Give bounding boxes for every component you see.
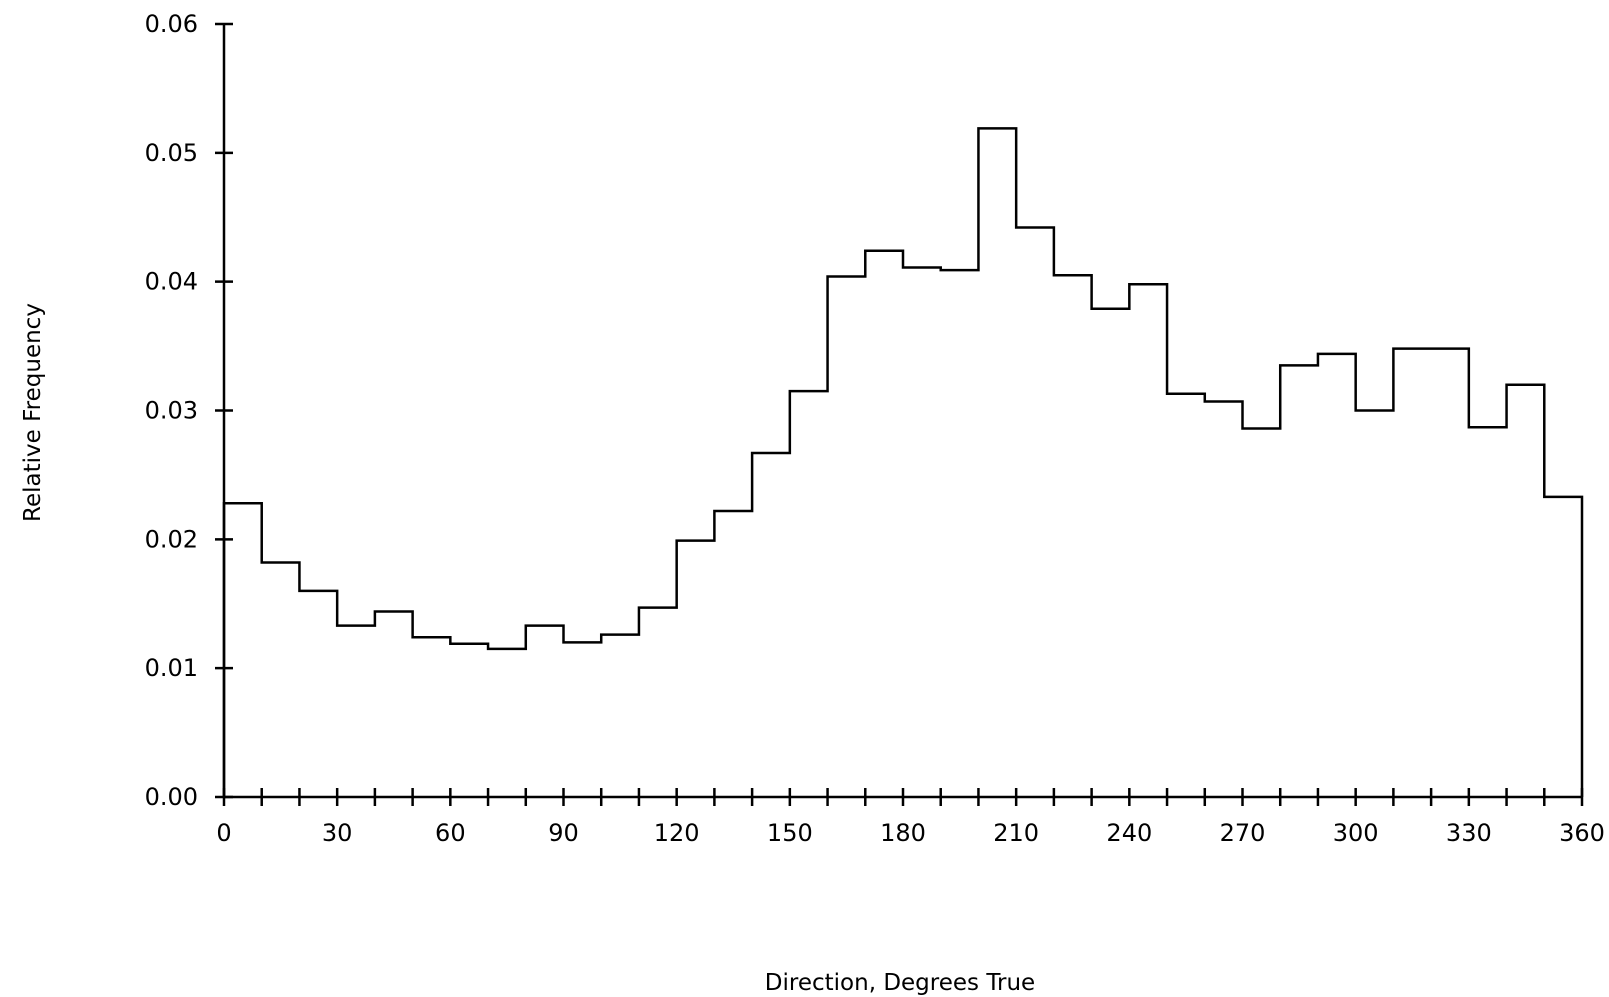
- x-tick-label: 300: [1333, 819, 1379, 847]
- histogram-bin: [1243, 429, 1281, 797]
- x-tick-label: 210: [993, 819, 1039, 847]
- histogram-bin: [337, 626, 375, 797]
- y-tick-label: 0.05: [145, 139, 198, 167]
- y-axis-ticks: 0.00 0.01 0.02 0.03 0.04 0.05 0.06: [145, 10, 233, 811]
- x-tick-label: 120: [654, 819, 700, 847]
- histogram-bin: [1356, 411, 1394, 798]
- histogram-bin: [639, 608, 677, 797]
- y-tick-label: 0.00: [145, 783, 198, 811]
- histogram-bin: [1280, 365, 1318, 797]
- histogram-bin: [526, 626, 564, 797]
- histogram-bin: [865, 251, 903, 797]
- histogram-bin: [450, 644, 488, 797]
- histogram-step-outline: [224, 128, 1582, 797]
- y-tick-label: 0.01: [145, 654, 198, 682]
- histogram-bin: [828, 277, 866, 797]
- x-tick-label: 180: [880, 819, 926, 847]
- x-tick-label: 60: [435, 819, 466, 847]
- x-tick-label: 360: [1559, 819, 1605, 847]
- histogram-bin: [564, 642, 602, 797]
- y-tick-label: 0.02: [145, 525, 198, 553]
- histogram-bin: [601, 635, 639, 797]
- histogram-bin: [1318, 354, 1356, 797]
- histogram-bin: [1393, 349, 1431, 797]
- x-tick-label: 330: [1446, 819, 1492, 847]
- histogram-bin: [752, 453, 790, 797]
- x-tick-label: 90: [548, 819, 579, 847]
- x-tick-label: 240: [1106, 819, 1152, 847]
- histogram-bins: [224, 128, 1582, 797]
- histogram-bin: [375, 611, 413, 797]
- histogram-bin: [903, 267, 941, 797]
- x-tick-label: 0: [216, 819, 231, 847]
- histogram-bin: [299, 591, 337, 797]
- y-axis-title: Relative Frequency: [20, 303, 46, 522]
- x-axis-title: Direction, Degrees True: [765, 970, 1035, 996]
- histogram-bin: [978, 128, 1016, 797]
- histogram-bin: [714, 511, 752, 797]
- histogram-bin: [941, 270, 979, 797]
- x-tick-label: 30: [322, 819, 353, 847]
- histogram-bin: [1507, 385, 1545, 797]
- histogram-bin: [1129, 284, 1167, 797]
- histogram-bin: [262, 563, 300, 797]
- histogram-bin: [1469, 427, 1507, 797]
- y-tick-label: 0.03: [145, 397, 198, 425]
- histogram-bin: [1205, 401, 1243, 797]
- histogram-bin: [413, 637, 451, 797]
- histogram-bin: [488, 649, 526, 797]
- histogram-bin: [1092, 309, 1130, 797]
- histogram-bin: [1054, 275, 1092, 797]
- histogram-bin: [224, 503, 262, 797]
- y-tick-label: 0.04: [145, 268, 198, 296]
- y-tick-label: 0.06: [145, 10, 198, 38]
- x-tick-label: 150: [767, 819, 813, 847]
- histogram-bin: [790, 391, 828, 797]
- histogram-bin: [677, 541, 715, 797]
- histogram-bin: [1544, 497, 1582, 797]
- histogram-bin: [1167, 394, 1205, 797]
- histogram-bin: [1016, 228, 1054, 797]
- histogram-bin: [1431, 349, 1469, 797]
- x-tick-label: 270: [1220, 819, 1266, 847]
